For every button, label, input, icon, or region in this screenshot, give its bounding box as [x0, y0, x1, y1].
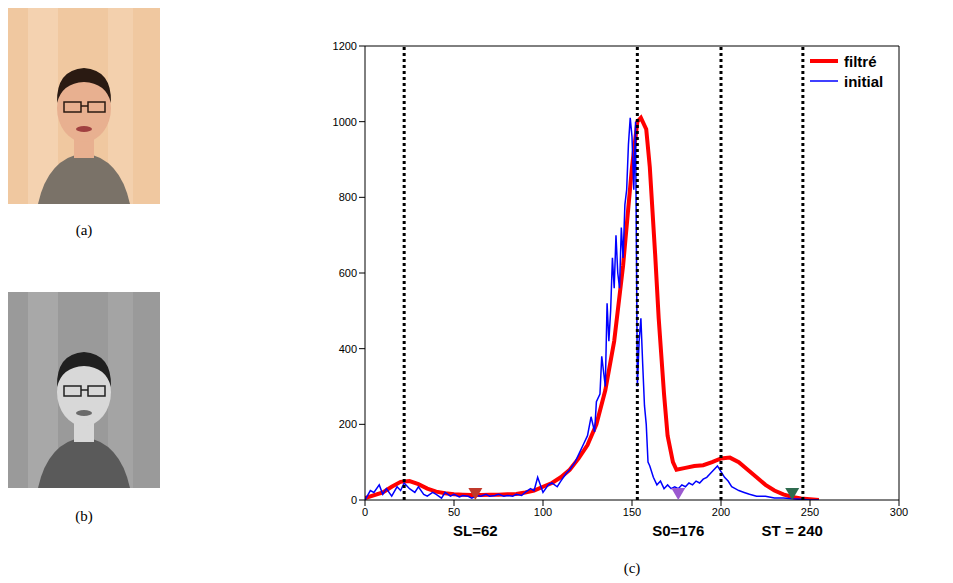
svg-text:1200: 1200	[333, 40, 357, 52]
html-text:(a): (a)	[75, 222, 93, 238]
svg-text:800: 800	[339, 191, 357, 203]
svg-text:200: 200	[339, 418, 357, 430]
svg-text:100: 100	[534, 506, 552, 518]
html-text:(c): (c)	[623, 560, 641, 576]
svg-text:0: 0	[351, 494, 357, 506]
svg-text:400: 400	[339, 343, 357, 355]
svg-text:250: 250	[801, 506, 819, 518]
svg-text:300: 300	[890, 506, 908, 518]
svg-text:50: 50	[448, 506, 460, 518]
html-text:(b): (b)	[75, 508, 93, 524]
svg-text:0: 0	[362, 506, 368, 518]
svg-text:200: 200	[712, 506, 730, 518]
svg-text:S0=176: S0=176	[652, 522, 704, 539]
svg-text:150: 150	[623, 506, 641, 518]
svg-text:SL=62: SL=62	[453, 522, 498, 539]
html-text:filtré: filtré	[844, 52, 877, 70]
svg-text:600: 600	[339, 267, 357, 279]
html-text:initial: initial	[844, 72, 884, 90]
svg-text:ST = 240: ST = 240	[762, 522, 823, 539]
svg-text:1000: 1000	[333, 116, 357, 128]
